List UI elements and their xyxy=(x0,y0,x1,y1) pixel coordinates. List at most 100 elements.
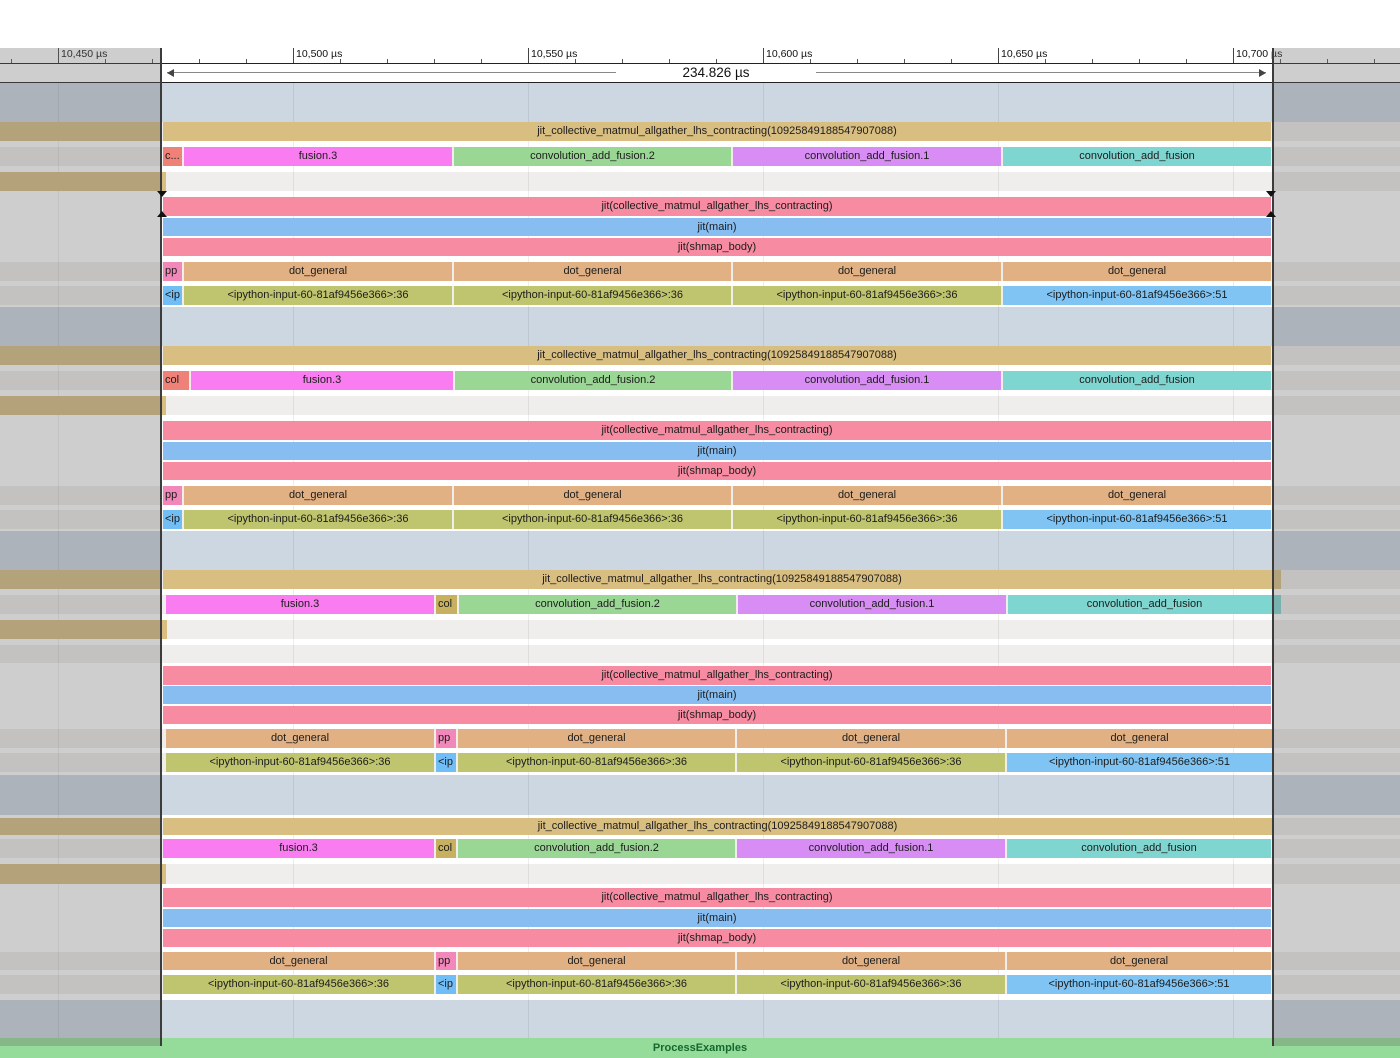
source-line-bar[interactable]: <ipython-input-60-81af9456e366>:51 xyxy=(1003,510,1271,529)
source-line-bar[interactable]: <ipython-input-60-81af9456e366>:36 xyxy=(184,286,452,305)
op-chip[interactable]: col xyxy=(436,595,457,614)
op-chip[interactable]: <ip xyxy=(163,286,182,305)
source-line-bar[interactable]: <ipython-input-60-81af9456e366>:36 xyxy=(166,753,434,772)
xla-op-bar[interactable]: convolution_add_fusion.1 xyxy=(733,371,1001,390)
xla-module-bar[interactable]: jit_collective_matmul_allgather_lhs_cont… xyxy=(163,346,1271,365)
op-chip[interactable]: pp xyxy=(163,262,182,281)
xla-module-bar[interactable] xyxy=(0,346,162,365)
op-name-bar[interactable]: dot_general xyxy=(184,262,452,281)
traceme-bar[interactable]: jit(main) xyxy=(163,686,1271,704)
xla-op-bar[interactable]: convolution_add_fusion.2 xyxy=(455,371,731,390)
source-line-bar[interactable]: <ipython-input-60-81af9456e366>:51 xyxy=(1007,753,1272,772)
timeline-gridline xyxy=(293,83,294,1038)
traceme-bar[interactable]: jit(shmap_body) xyxy=(163,238,1271,256)
source-line-row: <ip <ipython-input-60-81af9456e366>:36 <ip… xyxy=(0,510,1400,529)
op-chip[interactable]: pp xyxy=(436,952,456,970)
xla-module-bar[interactable]: jit_collective_matmul_allgather_lhs_cont… xyxy=(163,122,1271,141)
leftover-row xyxy=(0,396,1400,415)
selection-pin-icon[interactable] xyxy=(1266,191,1276,197)
source-line-bar[interactable]: <ipython-input-60-81af9456e366>:51 xyxy=(1007,975,1271,994)
ruler-major-tick xyxy=(763,48,764,63)
op-chip[interactable]: col xyxy=(163,371,189,390)
xla-op-bar[interactable]: convolution_add_fusion xyxy=(1007,839,1271,858)
xla-module-bar[interactable] xyxy=(0,396,166,415)
source-line-bar[interactable]: <ipython-input-60-81af9456e366>:36 xyxy=(733,510,1001,529)
source-line-bar[interactable]: <ipython-input-60-81af9456e366>:36 xyxy=(733,286,1001,305)
op-chip[interactable]: pp xyxy=(163,486,182,505)
op-name-bar[interactable]: dot_general xyxy=(458,952,735,970)
traceme-bar[interactable]: jit(collective_matmul_allgather_lhs_cont… xyxy=(163,888,1271,907)
source-line-bar[interactable]: <ipython-input-60-81af9456e366>:36 xyxy=(737,975,1005,994)
op-name-bar[interactable]: dot_general xyxy=(184,486,452,505)
timeline-gridline xyxy=(763,83,764,1038)
op-name-bar[interactable]: dot_general xyxy=(163,952,434,970)
op-name-bar[interactable]: dot_general xyxy=(166,729,434,748)
selection-boundary-left[interactable] xyxy=(160,48,162,1046)
op-name-bar[interactable]: dot_general xyxy=(454,262,731,281)
op-name-bar[interactable]: dot_general xyxy=(1003,486,1271,505)
op-chip[interactable]: pp xyxy=(436,729,456,748)
xla-op-bar[interactable]: convolution_add_fusion.2 xyxy=(458,839,735,858)
xla-module-bar[interactable] xyxy=(0,864,166,884)
xla-module-bar[interactable] xyxy=(0,620,167,639)
xla-op-bar[interactable]: convolution_add_fusion.1 xyxy=(737,839,1005,858)
xla-ops-row: c... fusion.3 convolution_add_fusion.2 conv… xyxy=(0,147,1400,166)
leftover-row xyxy=(0,172,1400,191)
selection-pin-icon[interactable] xyxy=(157,191,167,197)
xla-op-bar[interactable]: convolution_add_fusion.2 xyxy=(459,595,736,614)
selection-pin-icon[interactable] xyxy=(157,211,167,217)
source-line-bar[interactable]: <ipython-input-60-81af9456e366>:36 xyxy=(184,510,452,529)
traceme-bar[interactable]: jit(collective_matmul_allgather_lhs_cont… xyxy=(163,666,1271,685)
xla-op-bar[interactable]: fusion.3 xyxy=(163,839,434,858)
ruler-minor-tick xyxy=(387,59,388,63)
traceme-bar[interactable]: jit(shmap_body) xyxy=(163,929,1271,947)
xla-op-bar[interactable]: convolution_add_fusion.1 xyxy=(738,595,1006,614)
source-line-bar[interactable]: <ipython-input-60-81af9456e366>:36 xyxy=(458,753,735,772)
xla-module-bar[interactable] xyxy=(0,122,162,141)
op-chip[interactable]: <ip xyxy=(163,510,182,529)
xla-op-bar[interactable]: convolution_add_fusion xyxy=(1003,371,1271,390)
op-chip[interactable]: <ip xyxy=(436,753,456,772)
op-name-bar[interactable]: dot_general xyxy=(733,486,1001,505)
op-name-bar[interactable]: dot_general xyxy=(454,486,731,505)
xla-op-bar[interactable]: fusion.3 xyxy=(184,147,452,166)
xla-module-bar[interactable]: jit_collective_matmul_allgather_lhs_cont… xyxy=(163,818,1272,835)
selection-pin-icon[interactable] xyxy=(1266,211,1276,217)
xla-op-bar[interactable]: convolution_add_fusion xyxy=(1003,147,1271,166)
op-chip[interactable]: c... xyxy=(163,147,182,166)
traceme-bar[interactable]: jit(collective_matmul_allgather_lhs_cont… xyxy=(163,197,1271,216)
xla-module-bar[interactable] xyxy=(0,570,162,589)
xla-op-bar[interactable]: convolution_add_fusion xyxy=(1008,595,1281,614)
source-line-bar[interactable]: <ipython-input-60-81af9456e366>:36 xyxy=(163,975,434,994)
xla-op-bar[interactable]: fusion.3 xyxy=(166,595,434,614)
traceme-bar[interactable]: jit(main) xyxy=(163,442,1271,460)
traceme-bar[interactable]: jit(main) xyxy=(163,218,1271,236)
xla-module-bar[interactable]: jit_collective_matmul_allgather_lhs_cont… xyxy=(163,570,1281,589)
op-name-bar[interactable]: dot_general xyxy=(458,729,735,748)
traceme-bar[interactable]: jit(collective_matmul_allgather_lhs_cont… xyxy=(163,421,1271,440)
xla-op-bar[interactable]: fusion.3 xyxy=(191,371,453,390)
selection-boundary-right[interactable] xyxy=(1272,48,1274,1046)
traceme-bar[interactable]: jit(shmap_body) xyxy=(163,706,1271,724)
xla-module-bar[interactable] xyxy=(0,818,162,835)
op-chip[interactable]: <ip xyxy=(436,975,456,994)
source-line-bar[interactable]: <ipython-input-60-81af9456e366>:36 xyxy=(454,286,731,305)
process-track-bar[interactable]: ProcessExamples xyxy=(0,1038,1400,1058)
xla-op-bar[interactable]: convolution_add_fusion.1 xyxy=(733,147,1001,166)
op-name-bar[interactable]: dot_general xyxy=(1007,952,1271,970)
xla-op-bar[interactable]: convolution_add_fusion.2 xyxy=(454,147,731,166)
traceme-bar[interactable]: jit(main) xyxy=(163,909,1271,927)
op-name-bar[interactable]: dot_general xyxy=(737,729,1005,748)
xla-module-bar[interactable] xyxy=(0,172,166,191)
op-chip[interactable]: col xyxy=(436,839,456,858)
op-name-bar[interactable]: dot_general xyxy=(733,262,1001,281)
traceme-bar[interactable]: jit(shmap_body) xyxy=(163,462,1271,480)
source-line-bar[interactable]: <ipython-input-60-81af9456e366>:51 xyxy=(1003,286,1271,305)
op-name-bar[interactable]: dot_general xyxy=(737,952,1005,970)
ruler-minor-tick xyxy=(810,59,811,63)
op-name-bar[interactable]: dot_general xyxy=(1007,729,1272,748)
source-line-bar[interactable]: <ipython-input-60-81af9456e366>:36 xyxy=(458,975,735,994)
source-line-bar[interactable]: <ipython-input-60-81af9456e366>:36 xyxy=(454,510,731,529)
source-line-bar[interactable]: <ipython-input-60-81af9456e366>:36 xyxy=(737,753,1005,772)
op-name-bar[interactable]: dot_general xyxy=(1003,262,1271,281)
